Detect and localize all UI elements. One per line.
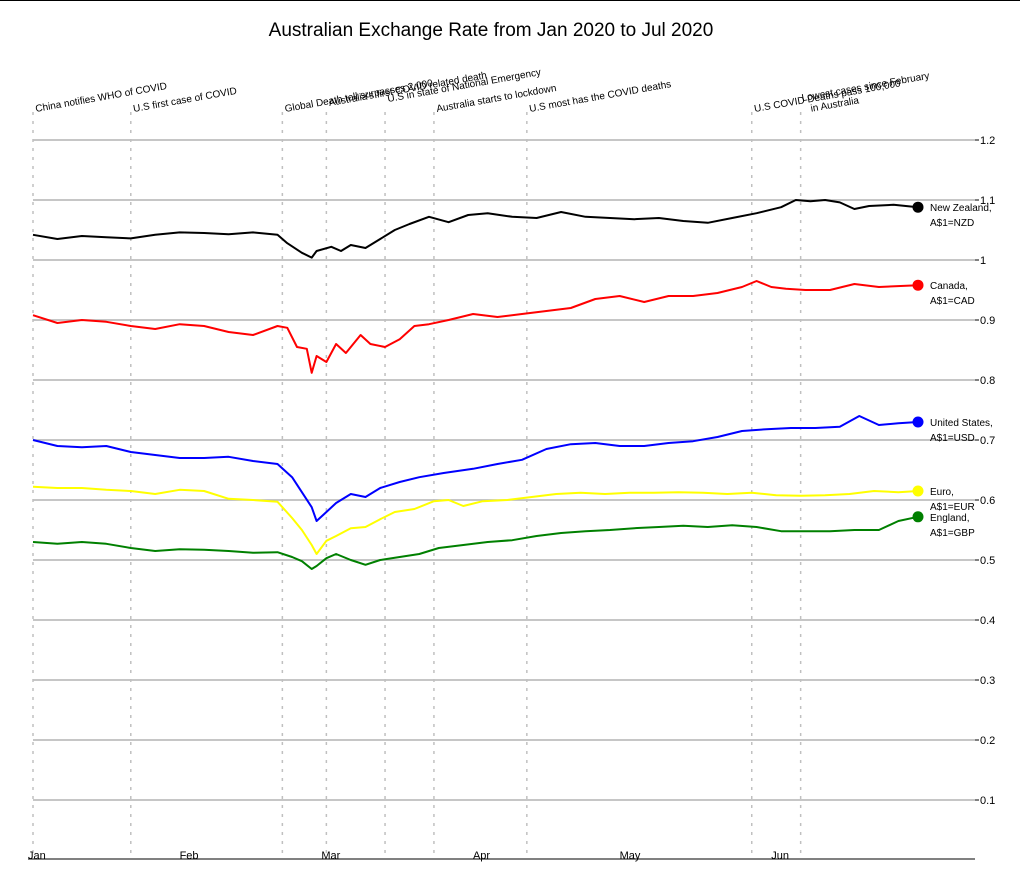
series-label-line: Canada, bbox=[930, 281, 968, 292]
series-label-line: A$1=CAD bbox=[930, 296, 975, 307]
series-label-line: United States, bbox=[930, 418, 993, 429]
series-end-labels: New Zealand, A$1=NZD Canada, A$1=CAD United … bbox=[930, 203, 993, 539]
x-tick-label: Feb bbox=[180, 850, 199, 862]
series-end-marker bbox=[912, 511, 924, 523]
top-border bbox=[0, 0, 1020, 1]
series-label: Canada, A$1=CAD bbox=[930, 281, 975, 307]
series-label: Euro, A$1=EUR bbox=[930, 487, 975, 513]
y-tick-label: 0.4 bbox=[980, 615, 995, 627]
series-end-marker bbox=[912, 416, 924, 428]
chart-title: Australian Exchange Rate from Jan 2020 t… bbox=[268, 20, 714, 41]
x-tick-label: Jun bbox=[771, 850, 789, 862]
series-label-line: Euro, bbox=[930, 487, 954, 498]
x-tick-label: Apr bbox=[473, 850, 490, 862]
y-tick-label: 1.1 bbox=[980, 195, 995, 207]
series-line bbox=[32, 280, 919, 374]
series-label: United States, A$1=USD bbox=[930, 418, 993, 444]
y-tick-label: 0.3 bbox=[980, 675, 995, 687]
event-markers bbox=[32, 112, 802, 857]
series-label: England, A$1=GBP bbox=[930, 513, 975, 539]
y-tick-label: 0.9 bbox=[980, 315, 995, 327]
series-end-marker bbox=[912, 485, 924, 497]
y-tick-label: 1 bbox=[980, 255, 986, 267]
y-tick-label: 0.2 bbox=[980, 735, 995, 747]
series-label-line: New Zealand, bbox=[930, 203, 992, 214]
x-tick-label: Mar bbox=[321, 850, 340, 862]
y-tick-label: 0.8 bbox=[980, 375, 995, 387]
y-tick-label: 0.5 bbox=[980, 555, 995, 567]
series-label-line: A$1=EUR bbox=[930, 502, 975, 513]
y-tick-label: 0.6 bbox=[980, 495, 995, 507]
series-label-line: A$1=GBP bbox=[930, 528, 975, 539]
series-line bbox=[32, 515, 919, 570]
series-line bbox=[32, 199, 919, 259]
axes: 1.2 1.1 1 0.9 0.8 0.7 0.6 0.5 0.4 0.3 0.2 0.1 Jan Feb… bbox=[28, 135, 995, 862]
y-tick-label: 0.7 bbox=[980, 435, 995, 447]
series-label-line: A$1=NZD bbox=[930, 218, 974, 229]
y-tick-label: 0.1 bbox=[980, 795, 995, 807]
series-label: New Zealand, A$1=NZD bbox=[930, 203, 992, 229]
series-lines bbox=[32, 199, 924, 570]
x-tick-label: Jan bbox=[28, 850, 46, 862]
series-label-line: England, bbox=[930, 513, 969, 524]
series-end-marker bbox=[912, 201, 924, 213]
annotation-line: Lowest cases since February bbox=[801, 71, 930, 104]
y-tick-label: 1.2 bbox=[980, 135, 995, 147]
gridlines bbox=[33, 139, 975, 801]
series-line bbox=[32, 415, 919, 522]
series-end-marker bbox=[912, 279, 924, 291]
x-tick-label: May bbox=[620, 850, 641, 862]
series-label-line: A$1=USD bbox=[930, 433, 975, 444]
series-line bbox=[32, 485, 919, 555]
